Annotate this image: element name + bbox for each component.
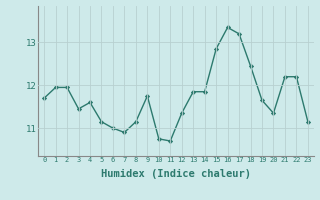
X-axis label: Humidex (Indice chaleur): Humidex (Indice chaleur) <box>101 169 251 179</box>
